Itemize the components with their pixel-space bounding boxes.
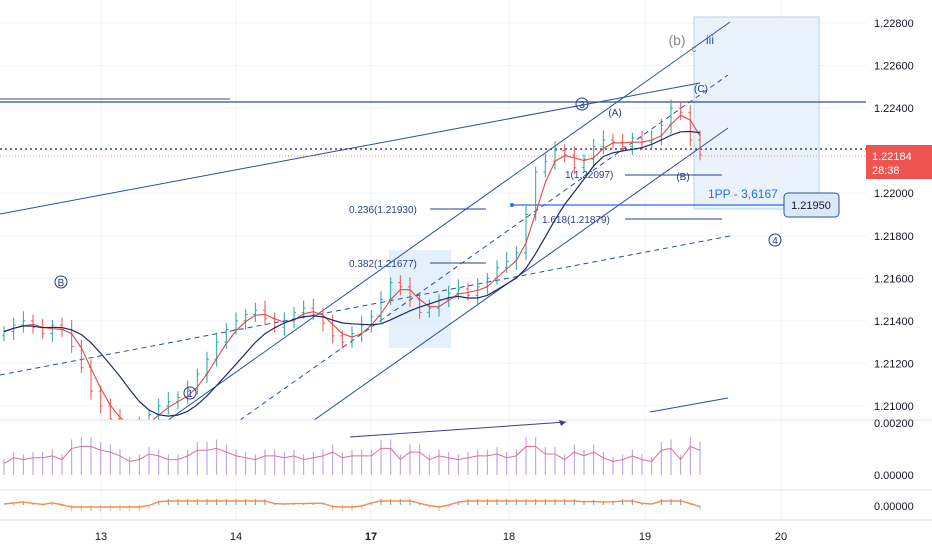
channel-upper-line[interactable] bbox=[150, 21, 731, 433]
wave-3-label: 3 bbox=[579, 100, 585, 111]
wave-A-label: (A) bbox=[608, 108, 621, 119]
current-price-badge[interactable] bbox=[866, 145, 932, 179]
wave-1-label: 1 bbox=[187, 389, 193, 400]
time-tick-label: 13 bbox=[95, 531, 107, 543]
price-tick-label: 1.22600 bbox=[874, 61, 914, 73]
time-tick-label: 20 bbox=[775, 531, 787, 543]
time-tick-label: 18 bbox=[503, 531, 515, 543]
price-tick-label: 1.22000 bbox=[874, 188, 914, 200]
pivot-price-badge[interactable] bbox=[783, 192, 840, 218]
time-axis[interactable]: 13 14 17 18 19 20 bbox=[95, 531, 787, 543]
price-tick-label: 1.22400 bbox=[874, 103, 914, 115]
wave-c-lower-label: c bbox=[692, 44, 697, 55]
pivot-label: 1PP - 3,6167 bbox=[708, 187, 778, 201]
time-tick-label: 19 bbox=[639, 531, 651, 543]
pivot-price-text: 1.21950 bbox=[791, 200, 831, 212]
wave-iii-label: iii bbox=[706, 33, 714, 47]
wave-1-circle bbox=[183, 386, 197, 400]
target-box[interactable] bbox=[693, 16, 820, 210]
wave-b-circle bbox=[54, 275, 68, 289]
osc1-top-label: 0.00200 bbox=[874, 418, 914, 430]
fib-0382-text: 0.382(1.21677) bbox=[349, 259, 417, 270]
time-tick-label: 17 bbox=[365, 531, 377, 543]
price-tick-label: 1.21000 bbox=[874, 401, 914, 413]
wave-b-lower-label: (b) bbox=[668, 32, 685, 48]
slow-ma-line bbox=[3, 130, 701, 417]
fast-ma-line bbox=[3, 114, 701, 420]
osc2-zero-label: 0.00000 bbox=[874, 501, 914, 513]
oscillator-pane-2[interactable] bbox=[4, 499, 701, 511]
wave-4-label: 4 bbox=[772, 236, 778, 247]
oscillator-2-line bbox=[3, 500, 701, 508]
wave-b-label: B bbox=[58, 278, 65, 289]
fib-1618-text: 1.618(1.21879) bbox=[542, 215, 610, 226]
wave-4-circle bbox=[768, 233, 782, 247]
oscillator-pane-1[interactable] bbox=[3, 437, 701, 475]
price-tick-label: 1.21800 bbox=[874, 231, 914, 243]
wave-C-label: (C) bbox=[694, 84, 708, 95]
divergence-arrow-line bbox=[349, 421, 567, 438]
osc1-zero-label: 0.00000 bbox=[874, 470, 914, 482]
price-tick-label: 1.22800 bbox=[874, 18, 914, 30]
divergence-arrow-head bbox=[559, 420, 566, 426]
bar-countdown-text: 28:38 bbox=[872, 165, 900, 177]
pivot-dot bbox=[510, 203, 514, 207]
candles[interactable] bbox=[2, 99, 702, 438]
price-tick-label: 1.21600 bbox=[874, 273, 914, 285]
wave-Bcap-label: (B) bbox=[676, 172, 689, 183]
oscillator-1-line bbox=[3, 445, 701, 464]
price-tick-label: 1.21400 bbox=[874, 316, 914, 328]
channel-mid-dashed-line[interactable] bbox=[239, 74, 729, 420]
wave-labels: B 1 3 4 (A) (B) (C) (b) c iii bbox=[54, 32, 782, 400]
wave-3-circle bbox=[575, 97, 589, 111]
price-axis[interactable]: 1.228001.226001.224001.222001.220001.218… bbox=[874, 18, 914, 413]
price-tick-label: 1.21200 bbox=[874, 358, 914, 370]
time-tick-label: 14 bbox=[230, 531, 242, 543]
short-trendline[interactable] bbox=[649, 397, 729, 413]
lower-dashed-trendline[interactable] bbox=[0, 235, 731, 376]
fib-1-text: 1(1.22097) bbox=[565, 170, 613, 181]
fib-0236-text: 0.236(1.21930) bbox=[349, 205, 417, 216]
current-price-text: 1.22184 bbox=[872, 151, 912, 163]
